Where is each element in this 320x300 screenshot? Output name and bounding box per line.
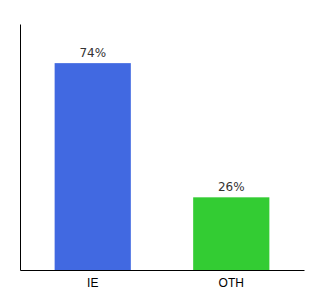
y-axis [20,25,21,271]
x-tick: IE [87,276,98,290]
chart-container: IE OTH 74% 26% [0,0,320,300]
x-tick-label: OTH [219,276,244,290]
plot-area: IE OTH 74% 26% [21,25,305,290]
x-tick: OTH [219,276,244,290]
data-label: 26% [218,180,245,194]
y-axis-line [20,25,21,271]
chart-svg: IE OTH 74% 26% [0,0,320,300]
x-axis-line [21,270,305,271]
data-labels: 74% 26% [79,46,244,194]
x-axis: IE OTH [21,271,305,290]
bar [193,197,269,270]
data-label: 74% [79,46,106,60]
bar [55,63,131,270]
x-tick-label: IE [87,276,98,290]
bars [55,63,270,270]
